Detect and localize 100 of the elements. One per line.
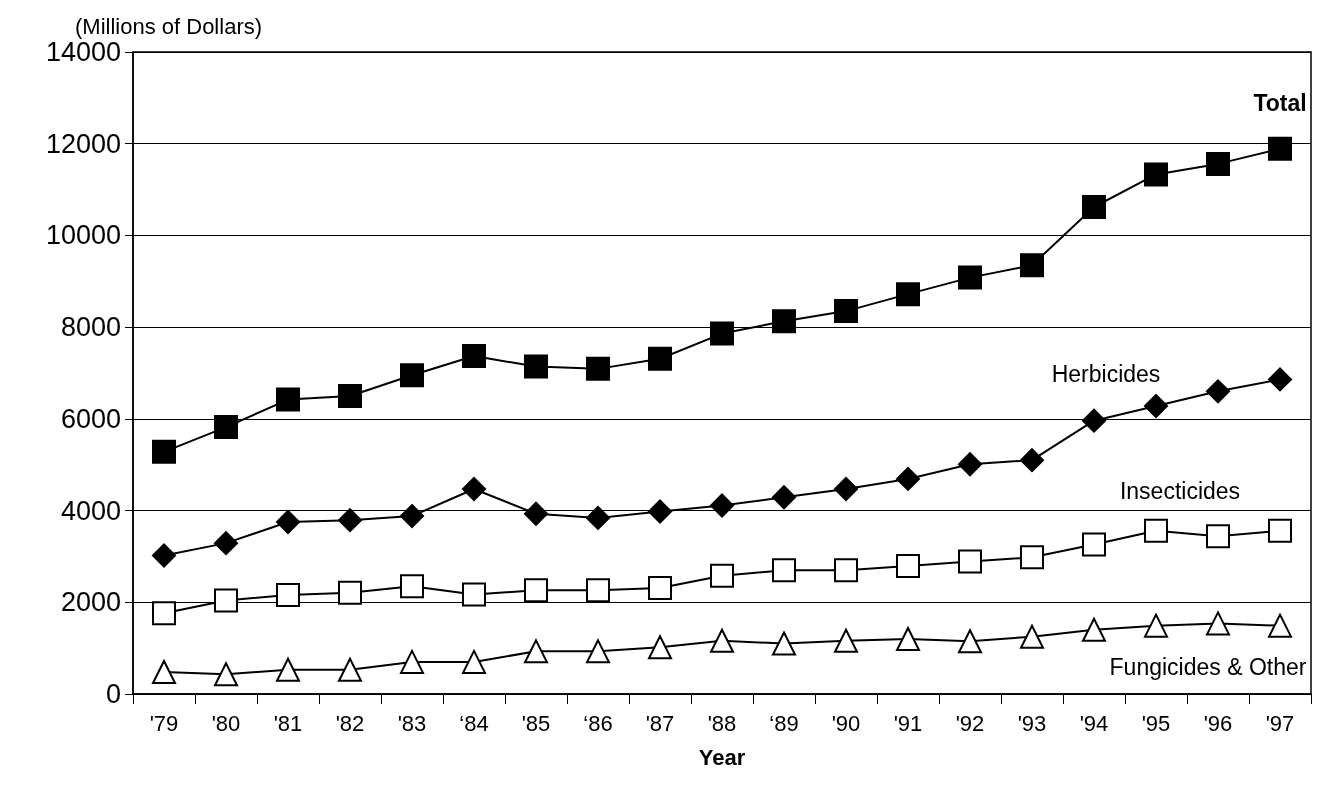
- x-tick-label: '80: [211, 710, 241, 736]
- x-tick-label: ‘89: [769, 710, 799, 736]
- point: [896, 626, 920, 651]
- point: [338, 508, 362, 533]
- x-tick-label: '83: [397, 710, 427, 736]
- x-tick-label: ‘86: [583, 710, 613, 736]
- point: [1082, 195, 1106, 219]
- x-tick-label: '79: [149, 710, 179, 736]
- point: [1020, 253, 1044, 278]
- point: [152, 601, 176, 626]
- point: [400, 363, 424, 388]
- point: [586, 356, 610, 381]
- point: [152, 439, 176, 464]
- point: [1206, 524, 1230, 549]
- point: [648, 635, 672, 660]
- point: [896, 554, 920, 579]
- point: [338, 657, 362, 682]
- point: [1144, 394, 1168, 419]
- point: [214, 662, 238, 687]
- point: [1206, 151, 1230, 176]
- point: [958, 629, 982, 654]
- point: [772, 309, 796, 334]
- point: [152, 543, 176, 568]
- point: [1268, 518, 1292, 543]
- point: [1082, 617, 1106, 642]
- point: [1206, 379, 1230, 404]
- point: [772, 558, 796, 583]
- point: [400, 574, 424, 599]
- point: [1082, 532, 1106, 557]
- x-tick-label: '87: [645, 710, 675, 736]
- point: [1144, 613, 1168, 638]
- point: [276, 657, 300, 682]
- series-label: Total: [1253, 89, 1307, 116]
- point: [896, 282, 920, 307]
- y-tick-label: 4000: [60, 495, 121, 526]
- x-tick-label: '92: [955, 710, 985, 736]
- point: [462, 582, 486, 607]
- point: [834, 558, 858, 583]
- x-tick-label: ‘84: [459, 710, 489, 736]
- point: [276, 582, 300, 607]
- point: [772, 485, 796, 510]
- point: [1268, 613, 1292, 638]
- point: [896, 466, 920, 491]
- series-label: Herbicides: [1051, 361, 1161, 388]
- point: [524, 578, 548, 603]
- point: [710, 321, 734, 346]
- point: [648, 576, 672, 601]
- point: [462, 344, 486, 369]
- point: [1082, 408, 1106, 433]
- point: [400, 504, 424, 529]
- point: [338, 383, 362, 408]
- point: [524, 354, 548, 379]
- y-tick-label: 2000: [60, 587, 121, 618]
- point: [1268, 136, 1292, 161]
- point: [834, 299, 858, 324]
- point: [648, 499, 672, 524]
- point: [958, 549, 982, 574]
- point: [276, 387, 300, 412]
- point: [834, 628, 858, 653]
- point: [648, 346, 672, 371]
- x-tick-label: '96: [1203, 710, 1233, 736]
- x-tick-label: '94: [1079, 710, 1109, 736]
- point: [1020, 624, 1044, 649]
- point: [276, 510, 300, 535]
- point: [1144, 162, 1168, 187]
- point: [586, 578, 610, 603]
- point: [958, 265, 982, 290]
- point: [958, 452, 982, 477]
- point: [1144, 518, 1168, 543]
- point: [1020, 448, 1044, 473]
- x-tick-label: '97: [1265, 710, 1295, 736]
- series-label: Fungicides & Other: [1109, 653, 1307, 680]
- point: [152, 659, 176, 684]
- x-tick-label: '82: [335, 710, 365, 736]
- point: [524, 639, 548, 664]
- point: [400, 649, 424, 674]
- point: [214, 588, 238, 613]
- y-tick-label: 6000: [60, 403, 121, 434]
- x-tick-label: '90: [831, 710, 861, 736]
- point: [834, 477, 858, 502]
- y-tick-label: 10000: [45, 220, 121, 251]
- point: [462, 649, 486, 674]
- x-tick-label: '95: [1141, 710, 1171, 736]
- y-tick-label: 0: [105, 679, 121, 709]
- point: [710, 493, 734, 518]
- point: [1206, 611, 1230, 636]
- x-tick-label: '93: [1017, 710, 1047, 736]
- point: [338, 580, 362, 605]
- x-tick-label: '81: [273, 710, 303, 736]
- y-tick-label: 8000: [60, 312, 121, 343]
- point: [1268, 367, 1292, 392]
- series-label: Insecticides: [1119, 477, 1241, 504]
- x-tick-label: '85: [521, 710, 551, 736]
- point: [586, 505, 610, 530]
- point: [586, 639, 610, 664]
- point: [710, 563, 734, 588]
- y-tick-label: 12000: [45, 128, 121, 159]
- y-axis-title: (Millions of Dollars): [75, 13, 263, 39]
- x-tick-label: '88: [707, 710, 737, 736]
- point: [524, 501, 548, 526]
